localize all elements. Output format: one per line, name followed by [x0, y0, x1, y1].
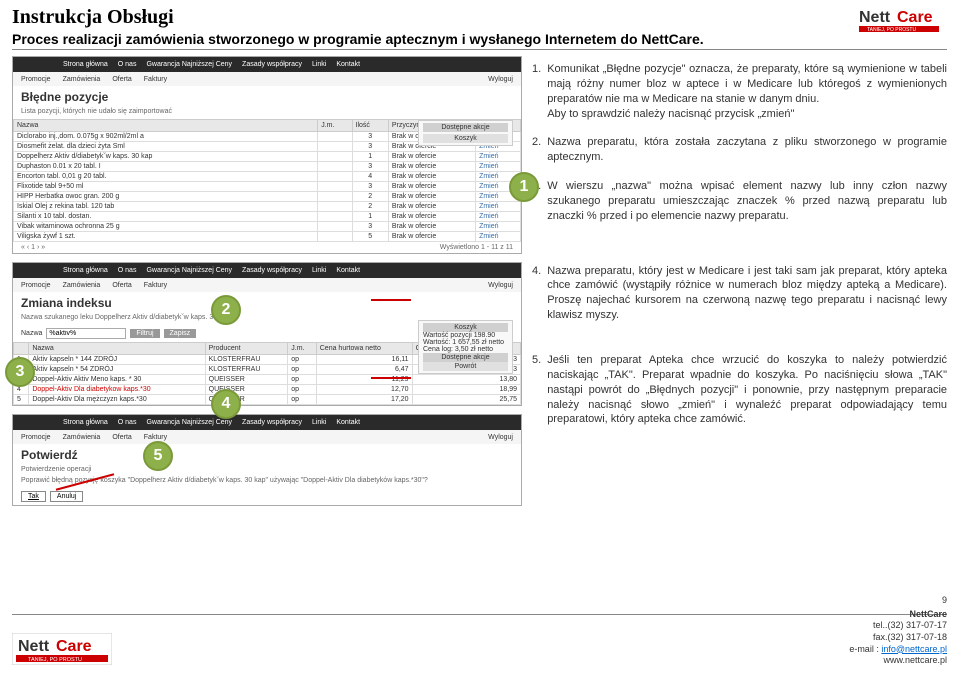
badge-2: 2	[211, 295, 241, 325]
nav-item[interactable]: Linki	[312, 267, 326, 274]
table-row: Flixotide tabl 9+50 ml3Brak w ofercieZmi…	[14, 182, 521, 192]
zapisz-button[interactable]: Zapisz	[164, 329, 197, 338]
nav-item[interactable]: Kontakt	[336, 419, 360, 426]
subnav-item[interactable]: Oferta	[112, 282, 131, 289]
step-1: 1.Komunikat „Błędne pozycje" oznacza, że…	[532, 62, 947, 121]
anuluj-button[interactable]: Anuluj	[50, 491, 83, 502]
svg-text:TANIEJ, PO PROSTU: TANIEJ, PO PROSTU	[867, 27, 916, 33]
pager-1: « ‹ 1 › » Wyświetlono 1 - 11 z 11	[13, 242, 521, 253]
tak-button[interactable]: Tak	[21, 491, 46, 502]
steps-column: 1.Komunikat „Błędne pozycje" oznacza, że…	[532, 56, 947, 514]
subnav-item[interactable]: Zamówienia	[63, 76, 101, 83]
footer-contact: 9 NettCare tel..(32) 317-07-17 fax.(32) …	[849, 595, 947, 667]
nav-item[interactable]: Strona główna	[63, 419, 108, 426]
nav-item[interactable]: O nas	[118, 267, 137, 274]
nav-item[interactable]: Kontakt	[336, 61, 360, 68]
step-5: 5.Jeśli ten preparat Apteka chce wrzucić…	[532, 353, 947, 427]
nav-item[interactable]: Linki	[312, 419, 326, 426]
step-4: 4.Nazwa preparatu, który jest w Medicare…	[532, 264, 947, 323]
subnav-item[interactable]: Faktury	[144, 434, 167, 441]
arrow-3	[371, 377, 411, 379]
side-panel-2: KoszykWartość pozycji 198.90Wartość: 1 6…	[418, 320, 513, 374]
nav-item[interactable]: O nas	[118, 419, 137, 426]
table-row[interactable]: 4Doppel-Aktiv Dla diabetykow kaps.*30QUE…	[14, 385, 521, 395]
nav-item[interactable]: Gwarancja Najniższej Ceny	[146, 267, 232, 274]
nav-item[interactable]: Gwarancja Najniższej Ceny	[146, 61, 232, 68]
logo-bottom: Nett Care TANIEJ, PO PROSTU	[12, 633, 112, 667]
table-row: Doppelherz Aktiv d/diabetykˇw kaps. 30 k…	[14, 152, 521, 162]
email-link[interactable]: info@nettcare.pl	[881, 644, 947, 654]
screenshot-potwierdz: Strona główna O nas Gwarancja Najniższej C…	[12, 414, 522, 506]
table-row: Encorton tabl. 0,01 g 20 tabl.4Brak w of…	[14, 172, 521, 182]
svg-text:Care: Care	[897, 9, 933, 26]
badge-3: 3	[5, 357, 35, 387]
nazwa-label: Nazwa	[21, 330, 42, 337]
subnav-item[interactable]: Faktury	[144, 76, 167, 83]
zmien-link[interactable]: Zmień	[476, 202, 521, 212]
svg-text:Care: Care	[56, 638, 92, 655]
nav-item[interactable]: O nas	[118, 61, 137, 68]
zmien-link[interactable]: Zmień	[476, 162, 521, 172]
arrow-2	[371, 299, 411, 301]
zmien-link[interactable]: Zmień	[476, 222, 521, 232]
wyloguj-link[interactable]: Wyloguj	[488, 76, 513, 83]
nav-item[interactable]: Zasady współpracy	[242, 61, 302, 68]
subnav-item[interactable]: Promocje	[21, 434, 51, 441]
table-row: Duphaston 0.01 x 20 tabl. I3Brak w oferc…	[14, 162, 521, 172]
section-title-3: Potwierdź	[13, 444, 521, 466]
subnav-item[interactable]: Faktury	[144, 282, 167, 289]
doc-subtitle: Proces realizacji zamówienia stworzonego…	[12, 31, 947, 47]
subnav-item[interactable]: Promocje	[21, 282, 51, 289]
subnav-item[interactable]: Zamówienia	[63, 282, 101, 289]
table-row: Vibak witaminowa ochronna 25 g3Brak w of…	[14, 222, 521, 232]
subnav-item[interactable]: Zamówienia	[63, 434, 101, 441]
screenshot-bledne-pozycje: Strona główna O nas Gwarancja Najniższej C…	[12, 56, 522, 254]
filtruj-button[interactable]: Filtruj	[130, 329, 159, 338]
header-divider	[12, 49, 947, 50]
table-row[interactable]: 3Doppel-Aktiv Aktiv Meno kaps. * 30QUEIS…	[14, 375, 521, 385]
page-number: 9	[849, 595, 947, 607]
table-row: HIPP Herbatka owoc gran. 200 g2Brak w of…	[14, 192, 521, 202]
nav-item[interactable]: Zasady współpracy	[242, 419, 302, 426]
nav-item[interactable]: Gwarancja Najniższej Ceny	[146, 419, 232, 426]
step-2: 2.Nazwa preparatu, która została zaczyta…	[532, 135, 947, 165]
sub-bar: Promocje Zamówienia Oferta Faktury Wyloguj	[13, 72, 521, 86]
side-panel-1: Dostępne akcje Koszyk	[418, 120, 513, 146]
table-row: Viligska żywf 1 szt.5Brak w ofercieZmień	[14, 232, 521, 242]
nav-bar: Strona główna O nas Gwarancja Najniższej C…	[13, 57, 521, 72]
nav-item[interactable]: Linki	[312, 61, 326, 68]
svg-text:TANIEJ, PO PROSTU: TANIEJ, PO PROSTU	[28, 657, 82, 663]
badge-5: 5	[143, 441, 173, 471]
svg-text:Nett: Nett	[859, 9, 891, 26]
table-row: Iskial Olej z rekina tabl. 120 tab2Brak …	[14, 202, 521, 212]
nazwa-input[interactable]	[46, 328, 126, 339]
zmien-link[interactable]: Zmień	[476, 212, 521, 222]
logo-top: Nett Care TANIEJ, PO PROSTU	[857, 6, 947, 37]
nav-item[interactable]: Strona główna	[63, 61, 108, 68]
doc-title: Instrukcja Obsługi	[12, 6, 947, 29]
section-title-1: Błędne pozycje	[13, 86, 521, 108]
section-desc-3: Potwierdzenie operacji	[13, 466, 521, 477]
zmien-link[interactable]: Zmień	[476, 152, 521, 162]
nav-item[interactable]: Kontakt	[336, 267, 360, 274]
nav-item[interactable]: Strona główna	[63, 267, 108, 274]
badge-4: 4	[211, 389, 241, 419]
table-row[interactable]: 5Doppel-Aktiv Dla mężczyzn kaps.*30QUEIS…	[14, 395, 521, 405]
subnav-item[interactable]: Promocje	[21, 76, 51, 83]
badge-1: 1	[509, 172, 539, 202]
section-desc-1: Lista pozycji, których nie udało się zai…	[13, 108, 521, 119]
subnav-item[interactable]: Oferta	[112, 76, 131, 83]
step-3: 3.W wierszu „nazwa" można wpisać element…	[532, 179, 947, 224]
zmien-link[interactable]: Zmień	[476, 232, 521, 242]
section-title-2: Zmiana indeksu	[13, 292, 521, 314]
table-row: Silanti x 10 tabl. dostan.1Brak w oferci…	[14, 212, 521, 222]
subnav-item[interactable]: Oferta	[112, 434, 131, 441]
screenshot-zmiana-indeksu: Strona główna O nas Gwarancja Najniższej C…	[12, 262, 522, 406]
nav-item[interactable]: Zasady współpracy	[242, 267, 302, 274]
svg-text:Nett: Nett	[18, 638, 50, 655]
powrot-button[interactable]: Powrót	[423, 362, 508, 371]
